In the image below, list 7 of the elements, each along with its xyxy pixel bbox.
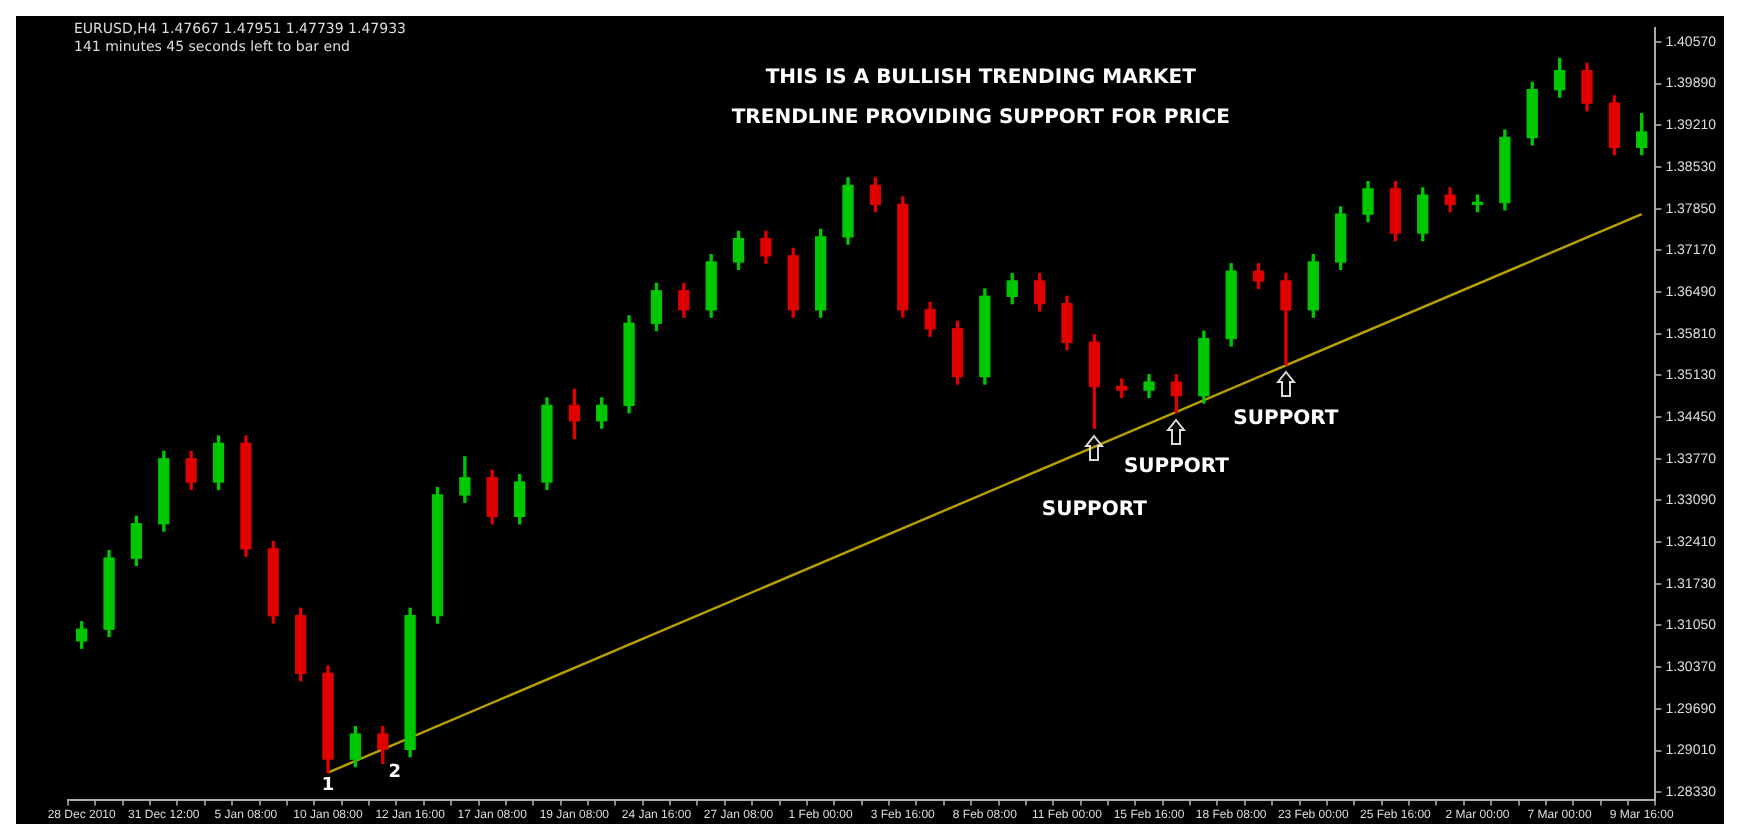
text: TRENDLINE PROVIDING SUPPORT FOR PRICE <box>731 107 1231 130</box>
annotation: 1 <box>321 776 335 797</box>
annotation: SUPPORT <box>1041 499 1148 522</box>
annotation: 2 <box>388 763 402 784</box>
text: THIS IS A BULLISH TRENDING MARKET <box>765 67 1197 90</box>
annotation: SUPPORT <box>1233 408 1339 431</box>
annotation: SUPPORT <box>1123 455 1230 478</box>
